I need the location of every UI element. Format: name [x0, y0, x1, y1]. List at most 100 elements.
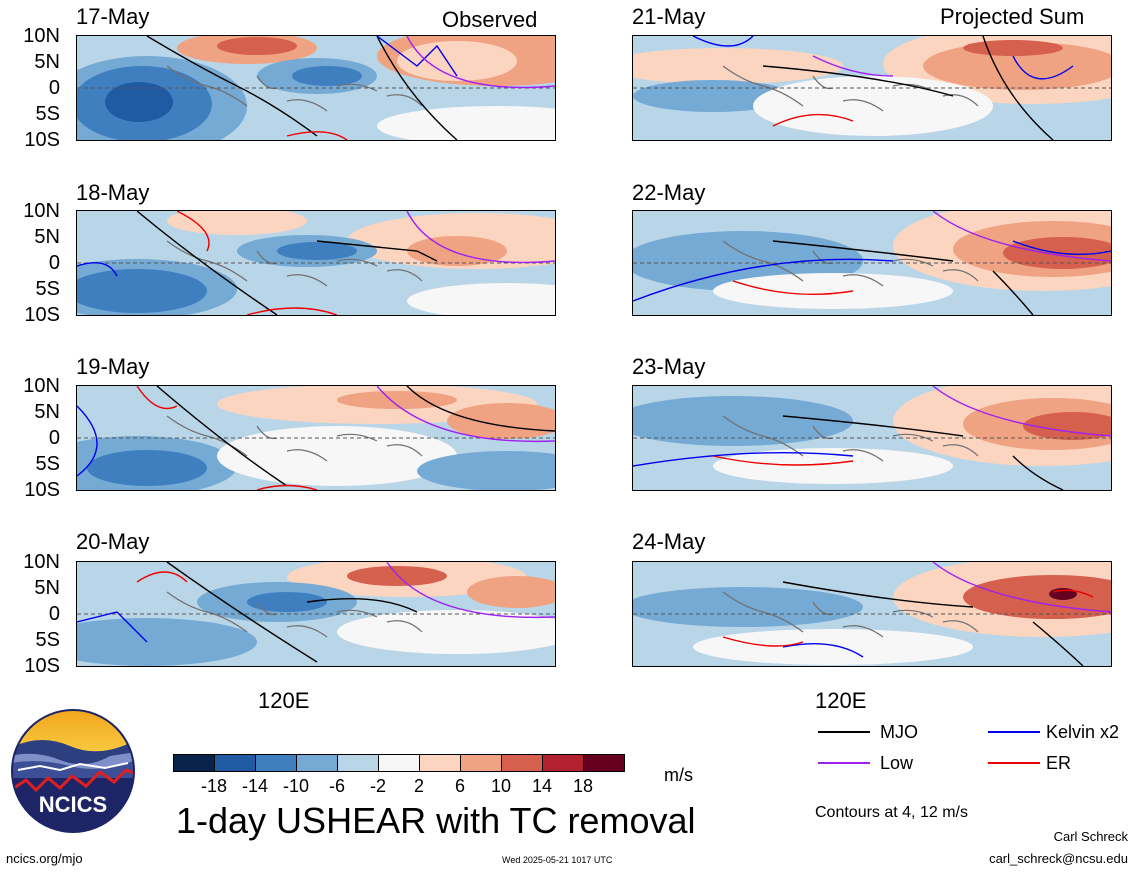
contour-line: [136, 386, 178, 410]
field-shading: [923, 42, 1111, 90]
lat-label-5n: 5N: [34, 577, 60, 599]
contour-line: [166, 562, 318, 663]
map-panel: [76, 385, 556, 491]
logo-text: NCICS: [39, 792, 107, 817]
contour-line: [77, 405, 98, 477]
coastline: [722, 591, 979, 638]
contour-line: [712, 455, 854, 466]
lat-label-0: 0: [48, 77, 60, 99]
colorbar-tick-label: 10: [490, 776, 512, 796]
lat-label-5s: 5S: [35, 629, 60, 651]
contour-line: [982, 36, 1054, 140]
field-shading: [963, 40, 1063, 56]
lat-label-10n: 10N: [23, 25, 60, 47]
lat-label-10s: 10S: [24, 129, 60, 151]
contour-line: [992, 270, 1034, 315]
colorbar-units: m/s: [664, 765, 693, 785]
coastline: [722, 65, 979, 112]
contour-line: [633, 258, 894, 302]
contour-line: [782, 415, 964, 437]
contour-line: [633, 451, 854, 467]
observed-label: Observed: [442, 7, 538, 32]
coastline: [166, 415, 423, 462]
map-panel: [632, 385, 1112, 491]
ncics-logo: NCICS: [10, 708, 136, 834]
panel-date: 22-May: [632, 180, 706, 205]
lat-label-5n: 5N: [34, 51, 60, 73]
author-email[interactable]: carl_schreck@ncsu.edu: [989, 851, 1128, 866]
website-link[interactable]: ncics.org/mjo: [6, 851, 83, 866]
lat-label-10s: 10S: [24, 479, 60, 501]
lat-label-5s: 5S: [35, 453, 60, 475]
panel-date: 23-May: [632, 354, 706, 379]
contour-line: [376, 36, 458, 77]
field-shading: [77, 269, 207, 313]
coastline: [166, 65, 423, 112]
field-shading: [1023, 412, 1111, 440]
contour-line: [136, 571, 188, 583]
legend-swatch-mjo: [818, 731, 870, 733]
contour-line: [406, 211, 555, 264]
field-shading: [292, 66, 362, 86]
contour-line: [176, 211, 210, 252]
colorbar-tick-label: 14: [531, 776, 553, 796]
field-shading: [347, 566, 447, 586]
map-panel: [632, 35, 1112, 141]
map-panel: [632, 561, 1112, 667]
lon-label-right: 120E: [815, 688, 867, 713]
field-shading: [407, 283, 555, 315]
contour-line: [782, 643, 864, 658]
contour-line: [1012, 455, 1064, 490]
colorbar-box: [542, 754, 584, 772]
contour-line: [146, 36, 318, 137]
field-shading: [247, 592, 327, 612]
contour-line: [256, 484, 318, 490]
legend-swatch-low: [818, 762, 870, 764]
legend-label-kelvin: Kelvin x2: [1046, 722, 1120, 742]
panel-date: 18-May: [76, 180, 150, 205]
contour-line: [376, 386, 555, 443]
contour-line: [376, 36, 458, 140]
panel-date: 17-May: [76, 4, 150, 29]
projected-sum-label: Projected Sum: [940, 4, 1085, 29]
legend-swatch-er: [988, 762, 1040, 764]
contour-line: [1032, 621, 1084, 666]
field-shading: [753, 76, 993, 136]
field-shading: [87, 450, 207, 486]
field-shading: [337, 391, 457, 409]
lat-label-10n: 10N: [23, 551, 60, 573]
field-shading: [467, 576, 555, 608]
panel-date: 24-May: [632, 529, 706, 554]
field-shading: [633, 396, 853, 446]
colorbar-tick-label: 2: [413, 776, 424, 796]
panel-date: 19-May: [76, 354, 150, 379]
field-shading: [693, 629, 973, 665]
colorbar-box: [501, 754, 543, 772]
colorbar-box: [378, 754, 420, 772]
field-shading: [77, 618, 257, 666]
contour-line: [932, 386, 1111, 437]
contour-line: [722, 636, 804, 647]
colorbar-tick-label: -18: [200, 776, 227, 796]
contour-line: [1012, 240, 1111, 256]
colorbar-tick-label: -6: [328, 776, 345, 796]
coastline: [722, 240, 979, 287]
colorbar-tick-label: -14: [241, 776, 268, 796]
field-shading: [105, 82, 173, 122]
contour-line: [772, 240, 954, 262]
contour-line: [406, 36, 555, 89]
author-name: Carl Schreck: [1053, 829, 1128, 844]
field-shading: [407, 236, 507, 266]
lon-label-left: 120E: [258, 688, 310, 713]
field-shading: [397, 41, 517, 81]
colorbar-tick-label: 6: [454, 776, 465, 796]
lat-label-0: 0: [48, 427, 60, 449]
contour-line: [246, 307, 338, 315]
colorbar-box: [296, 754, 338, 772]
contour-line: [77, 611, 148, 643]
contour-line: [1012, 55, 1074, 80]
lat-label-10s: 10S: [24, 304, 60, 326]
contour-line: [286, 131, 348, 140]
legend-swatch-kelvin: [988, 731, 1040, 733]
map-panel: [76, 35, 556, 141]
